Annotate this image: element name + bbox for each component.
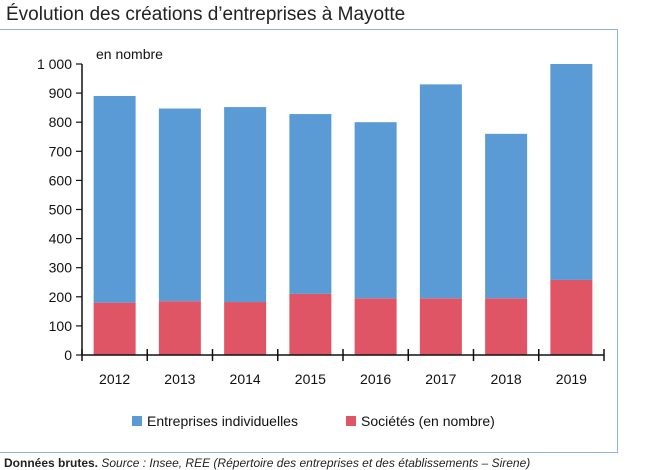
bar-segment: [485, 298, 528, 355]
bar-segment: [419, 84, 462, 299]
bar-segment: [158, 301, 201, 355]
y-tick-label: 700: [49, 143, 73, 159]
y-axis-labels: 0 100 200 300 400 500 600 700 800 900 1 000: [37, 56, 72, 363]
y-tick-label: 0: [64, 347, 72, 363]
y-tick-label: 800: [49, 114, 73, 130]
bar-segment: [485, 133, 528, 299]
legend-swatch: [346, 416, 356, 426]
legend-label: Sociétés (en nombre): [361, 413, 495, 429]
y-tick-label: 300: [49, 260, 73, 276]
bars: [93, 64, 593, 355]
chart-frame: [0, 30, 618, 453]
bar-segment: [354, 298, 397, 355]
x-tick-label: 2017: [425, 371, 456, 387]
bar-segment: [93, 96, 136, 303]
bar-segment: [224, 107, 267, 303]
legend-label: Entreprises individuelles: [147, 413, 298, 429]
title-divider: [0, 29, 618, 30]
x-tick-label: 2012: [99, 371, 130, 387]
bar-segment: [550, 64, 593, 280]
bar-segment: [158, 108, 201, 302]
bar-segment: [419, 298, 462, 355]
bar-segment: [93, 302, 136, 355]
legend: Entreprises individuelles Sociétés (en no…: [132, 413, 495, 429]
y-tick-label: 500: [49, 202, 73, 218]
y-tick-label: 900: [49, 85, 73, 101]
x-tick-label: 2019: [556, 371, 587, 387]
bar-segment: [354, 122, 397, 299]
footnote-data-type: Données brutes.: [4, 456, 99, 470]
y-tick-label: 100: [49, 318, 73, 334]
bar-segment: [224, 302, 267, 355]
y-tick-label: 400: [49, 231, 73, 247]
y-tick-label: 1 000: [37, 56, 72, 72]
legend-swatch: [132, 416, 142, 426]
x-tick-label: 2013: [164, 371, 195, 387]
y-axis-ticks: [76, 63, 82, 356]
x-tick-label: 2015: [295, 371, 326, 387]
y-tick-label: 200: [49, 289, 73, 305]
bar-segment: [289, 114, 332, 294]
x-tick-label: 2018: [491, 371, 522, 387]
y-tick-label: 600: [49, 172, 73, 188]
x-tick-label: 2016: [360, 371, 391, 387]
x-axis-labels: 2012 2013 2014 2015 2016 2017 2018 2019: [99, 371, 587, 387]
unit-label: en nombre: [96, 46, 163, 62]
bar-segment: [289, 293, 332, 355]
bar-segment: [550, 279, 593, 355]
source-footnote: Données brutes. Source : Insee, REE (Rép…: [4, 456, 644, 470]
chart-title: Évolution des créations d’entreprises à …: [6, 4, 406, 25]
x-tick-label: 2014: [230, 371, 261, 387]
footnote-source: Source : Insee, REE (Répertoire des entr…: [101, 456, 531, 470]
